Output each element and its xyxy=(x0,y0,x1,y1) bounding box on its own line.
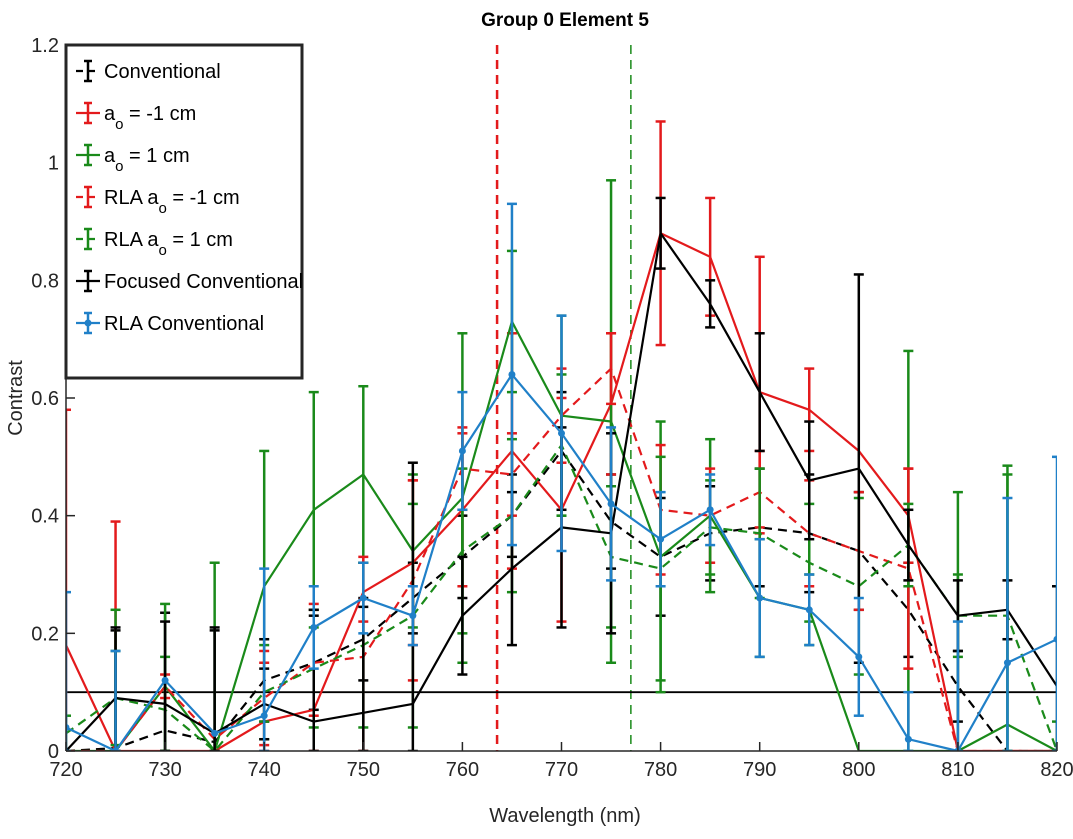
x-tick-label: 730 xyxy=(148,759,181,781)
series-line xyxy=(66,367,1057,751)
legend-item: Conventional xyxy=(76,59,221,83)
data-point xyxy=(458,447,466,455)
x-tick-label: 720 xyxy=(49,759,82,781)
legend-label: RLA Conventional xyxy=(104,313,264,335)
x-tick-label: 810 xyxy=(941,759,974,781)
y-tick-label: 0.4 xyxy=(31,506,59,528)
data-point xyxy=(310,623,318,631)
plot-area xyxy=(66,45,1057,751)
legend-label: Conventional xyxy=(104,61,221,83)
data-point xyxy=(657,535,665,543)
data-point xyxy=(260,712,268,720)
data-point xyxy=(211,729,219,737)
legend-item: RLA ao = 1 cm xyxy=(76,227,233,259)
data-point xyxy=(112,747,120,751)
legend-item: RLA ao = -1 cm xyxy=(76,185,240,217)
y-tick-label: 0 xyxy=(48,741,59,763)
y-tick-label: 0.2 xyxy=(31,623,59,645)
series-7 xyxy=(66,202,1057,751)
x-tick-label: 780 xyxy=(644,759,677,781)
data-point xyxy=(508,370,516,378)
data-point xyxy=(805,606,813,614)
axes: 720 730 740 750 760 770 780 790 800 810 820 0 0.2 0.4… xyxy=(31,35,1073,781)
legend-label: RLA ao = -1 cm xyxy=(104,187,240,217)
legend-item: RLA Conventional xyxy=(76,311,264,335)
y-tick-label: 0.6 xyxy=(31,388,59,410)
series-line xyxy=(66,449,1057,751)
data-point xyxy=(1053,635,1057,643)
y-tick-label: 0.8 xyxy=(31,270,59,292)
legend-item: Focused Conventional xyxy=(76,269,303,293)
data-point xyxy=(706,506,714,514)
data-point xyxy=(607,500,615,508)
x-tick-label: 760 xyxy=(446,759,479,781)
x-tick-label: 820 xyxy=(1040,759,1073,781)
legend-label: Focused Conventional xyxy=(104,271,303,293)
data-point xyxy=(359,594,367,602)
y-axis-label: Contrast xyxy=(5,360,27,436)
x-tick-label: 740 xyxy=(248,759,281,781)
data-point xyxy=(1003,659,1011,667)
data-point xyxy=(558,429,565,437)
data-point xyxy=(409,612,417,620)
x-tick-label: 750 xyxy=(347,759,380,781)
x-tick-label: 770 xyxy=(545,759,578,781)
data-point xyxy=(904,735,912,743)
legend-swatch-marker xyxy=(84,319,92,327)
data-point xyxy=(855,653,863,661)
chart-title: Group 0 Element 5 xyxy=(481,10,649,31)
y-tick-label: 1 xyxy=(48,153,59,175)
x-tick-label: 790 xyxy=(743,759,776,781)
data-point xyxy=(66,723,70,731)
y-tick-label: 1.2 xyxy=(31,35,59,57)
legend-box xyxy=(64,43,304,380)
legend-label: RLA ao = 1 cm xyxy=(104,229,233,259)
data-point xyxy=(756,594,764,602)
x-axis-label: Wavelength (nm) xyxy=(489,805,641,827)
x-tick-label: 800 xyxy=(842,759,875,781)
data-point xyxy=(161,676,169,684)
